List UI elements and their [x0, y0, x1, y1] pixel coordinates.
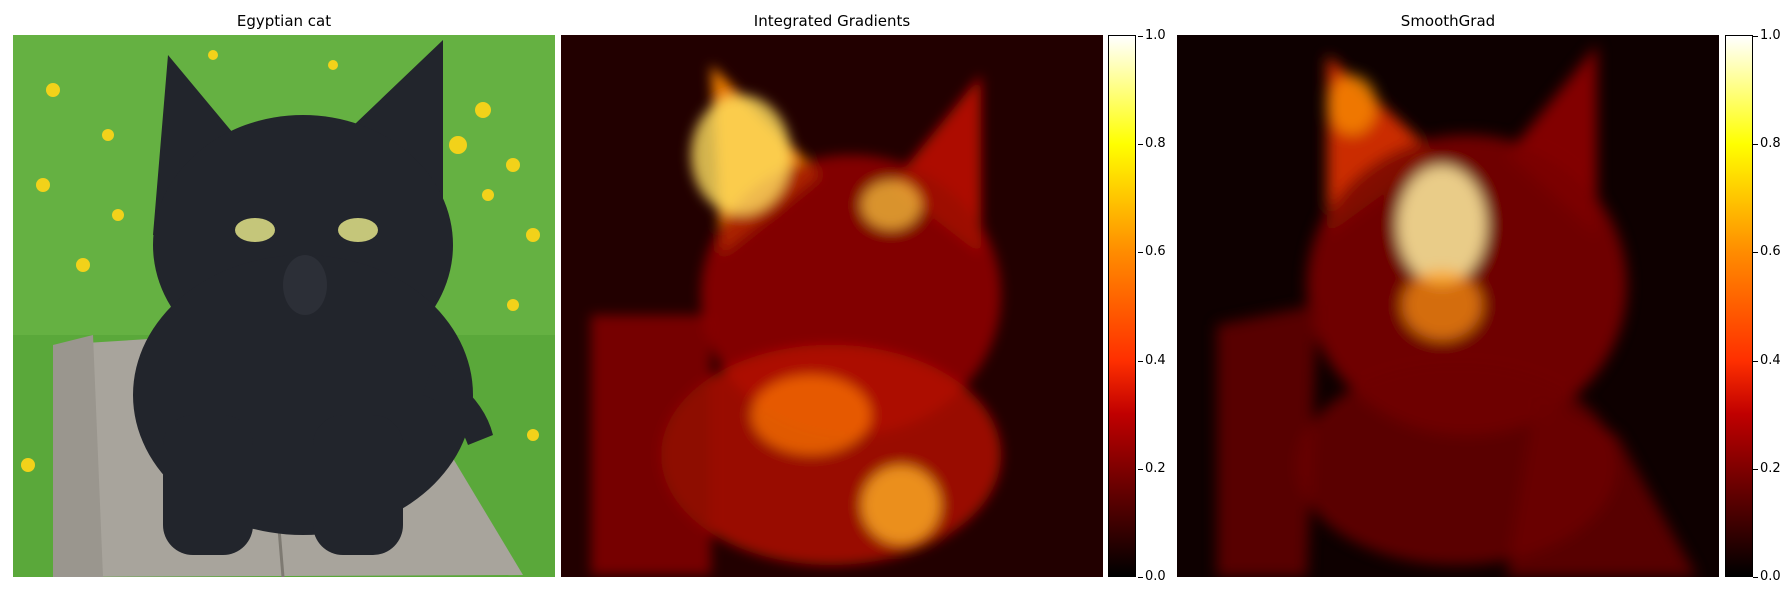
black-cat: [133, 40, 493, 555]
ig-colorbar-tick: 0.6: [1138, 244, 1166, 259]
panel-title-integrated-gradients: Integrated Gradients: [753, 12, 911, 30]
ig-colorbar-tick: 1.0: [1138, 28, 1166, 43]
panel-title-egyptian-cat: Egyptian cat: [236, 12, 332, 30]
cat-photo-drawing: [13, 35, 555, 577]
integrated-gradients-heatmap: [561, 35, 1103, 577]
cat-eye-right: [338, 218, 378, 242]
ig-colorbar: [1108, 35, 1136, 577]
sg-colorbar-tick: 0.4: [1753, 353, 1781, 368]
cat-eye-left: [235, 218, 275, 242]
sg-heatmap-drawing: [1177, 35, 1719, 577]
ig-colorbar-tick: 0.0: [1138, 569, 1166, 584]
dandelion-flowers: [21, 50, 540, 472]
cat-photo: [13, 35, 555, 577]
ig-colorbar-tick: 0.2: [1138, 461, 1166, 476]
ig-colorbar-tick: 0.4: [1138, 353, 1166, 368]
sg-colorbar: [1725, 35, 1753, 577]
panel-title-smoothgrad: SmoothGrad: [1400, 12, 1496, 30]
smoothgrad-heatmap: [1177, 35, 1719, 577]
sg-colorbar-tick: 0.8: [1753, 136, 1781, 151]
ig-heatmap-drawing: [561, 35, 1103, 577]
sg-colorbar-tick: 0.0: [1753, 569, 1781, 584]
ig-colorbar-tick: 0.8: [1138, 136, 1166, 151]
sg-colorbar-tick: 1.0: [1753, 28, 1781, 43]
sg-colorbar-tick: 0.6: [1753, 244, 1781, 259]
sg-colorbar-tick: 0.2: [1753, 461, 1781, 476]
